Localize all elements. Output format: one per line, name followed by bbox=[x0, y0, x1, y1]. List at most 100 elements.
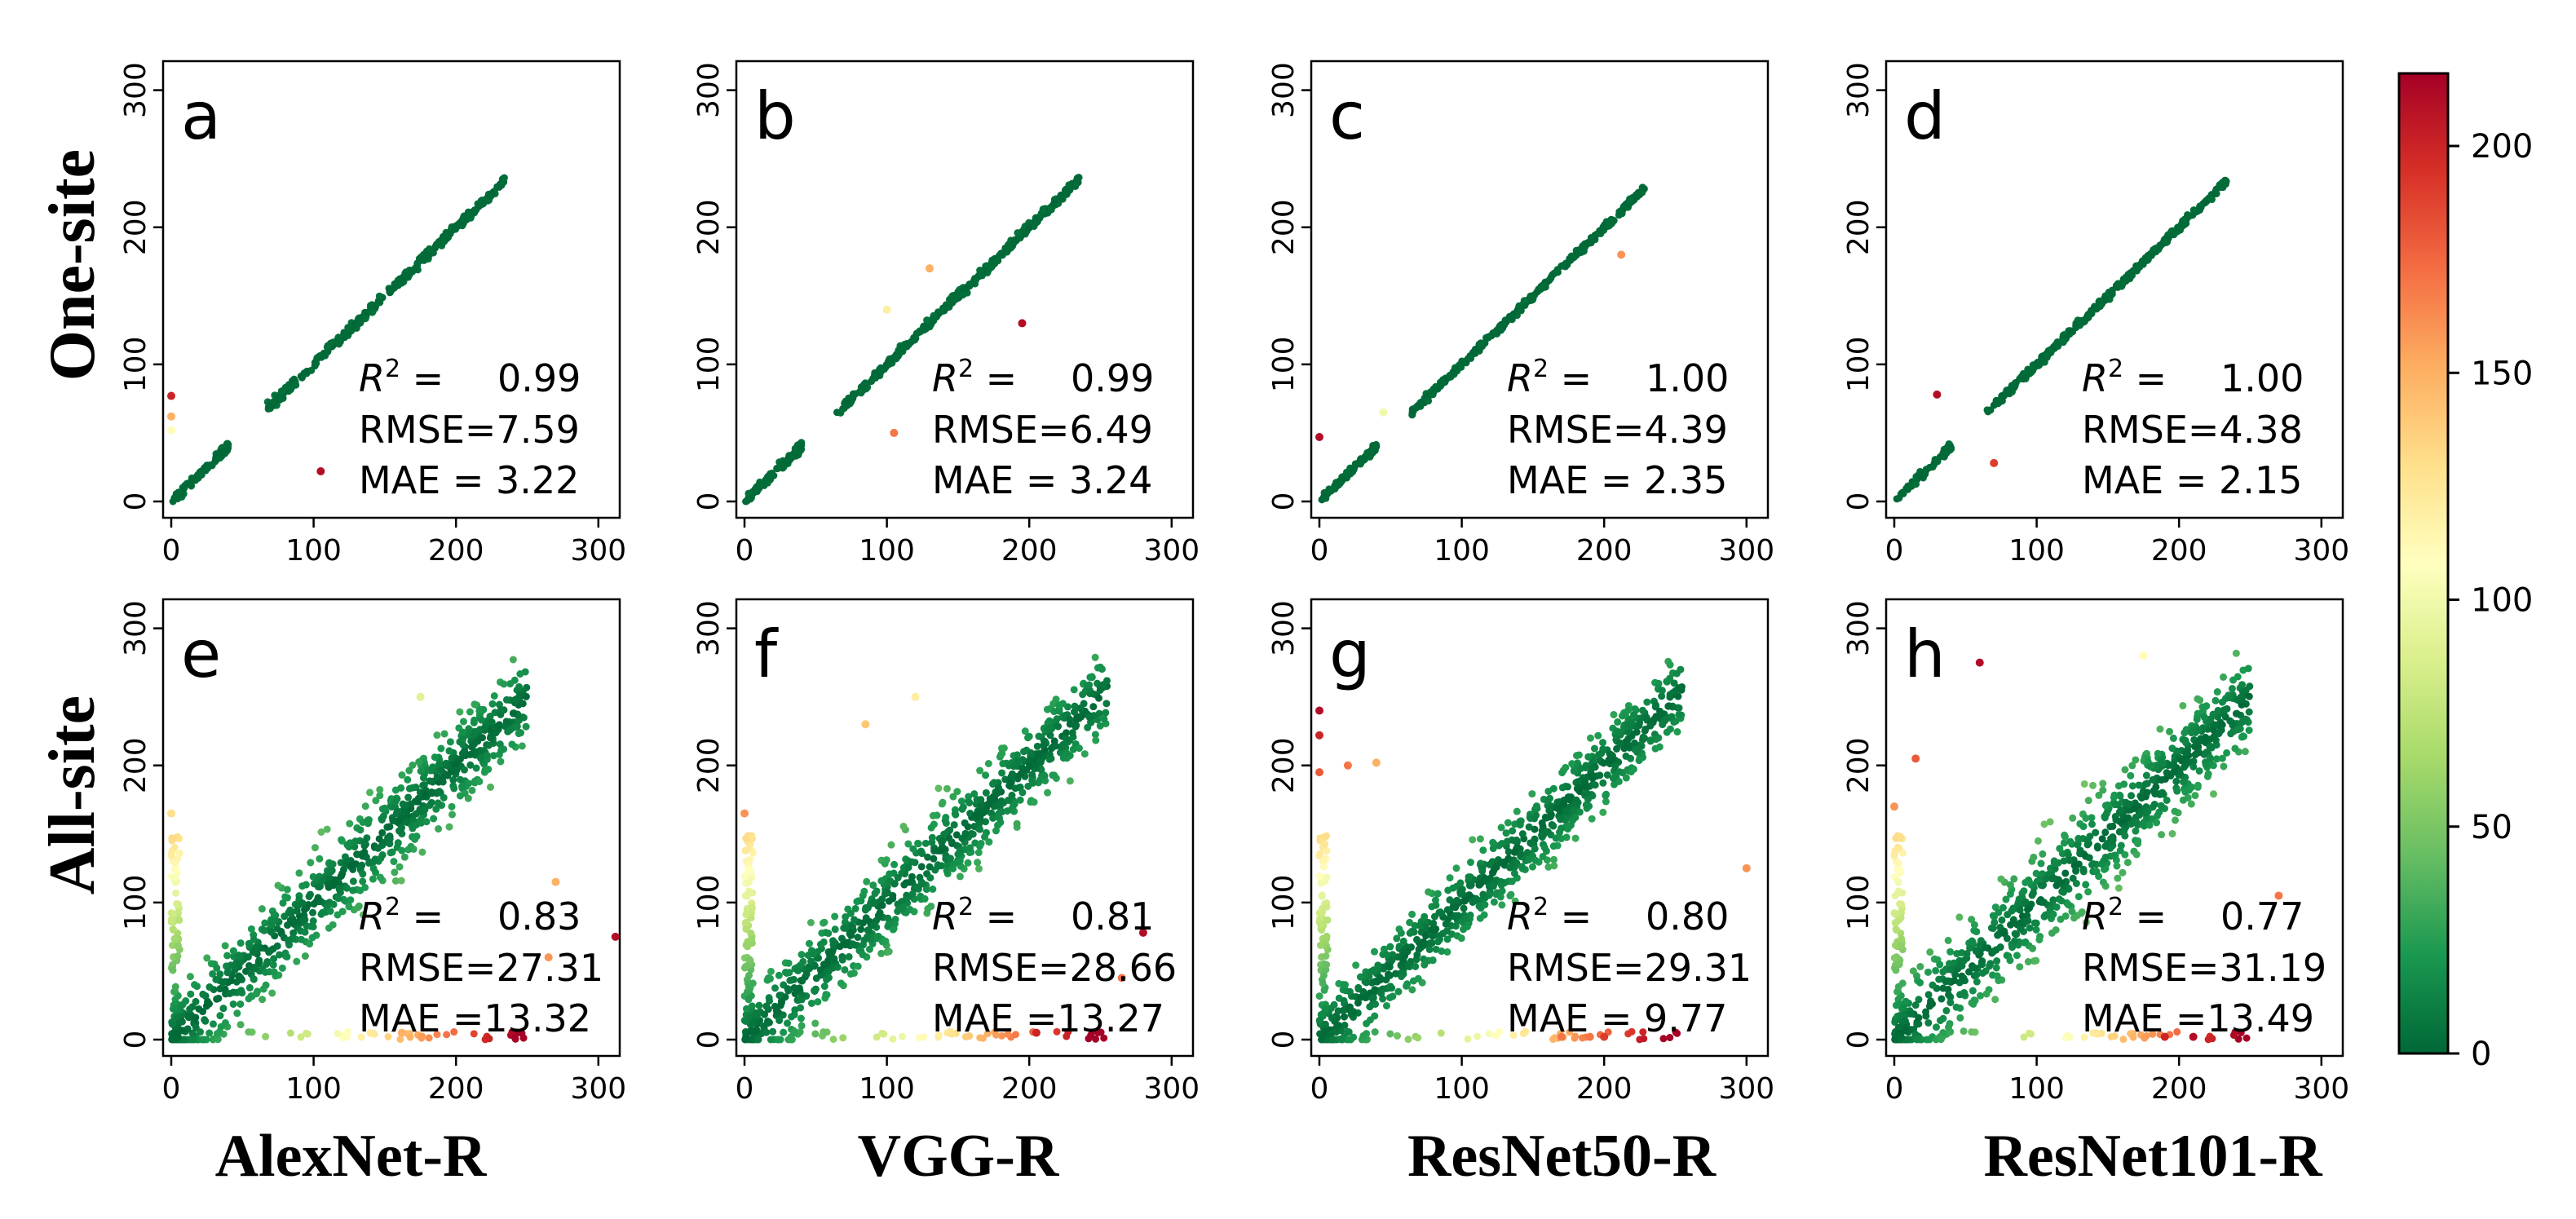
data-point bbox=[267, 920, 275, 928]
data-point bbox=[445, 747, 453, 755]
data-point bbox=[1559, 261, 1567, 269]
data-point bbox=[1453, 896, 1461, 904]
data-point bbox=[1898, 849, 1907, 857]
x-tick-label: 200 bbox=[1576, 1072, 1633, 1106]
data-point bbox=[890, 880, 899, 888]
data-point bbox=[2002, 895, 2010, 903]
data-point bbox=[1610, 710, 1618, 718]
data-point bbox=[2025, 1029, 2033, 1037]
data-point bbox=[355, 319, 363, 327]
data-point bbox=[807, 957, 815, 965]
data-point bbox=[459, 735, 467, 743]
data-point bbox=[2096, 302, 2104, 310]
data-point bbox=[245, 995, 253, 1003]
data-point bbox=[926, 874, 935, 882]
data-point bbox=[1388, 956, 1396, 964]
data-point bbox=[412, 821, 420, 829]
data-point bbox=[205, 1029, 214, 1037]
data-point bbox=[297, 935, 305, 943]
data-point bbox=[1559, 766, 1567, 775]
mae-label: MAE = 9.77 bbox=[1507, 996, 1727, 1040]
data-point bbox=[279, 899, 287, 907]
data-point bbox=[506, 726, 514, 734]
data-point bbox=[360, 838, 369, 846]
data-point bbox=[187, 990, 195, 998]
x-tick-label: 300 bbox=[570, 1072, 626, 1106]
y-tick-label: 200 bbox=[1842, 199, 1876, 255]
data-point bbox=[1040, 741, 1048, 749]
data-point bbox=[1531, 845, 1539, 853]
data-point bbox=[397, 877, 405, 885]
data-point bbox=[889, 894, 897, 903]
data-point bbox=[934, 862, 942, 870]
data-point bbox=[743, 497, 751, 505]
data-point bbox=[959, 803, 967, 811]
data-point bbox=[1469, 836, 1477, 844]
x-tick-label: 200 bbox=[2151, 534, 2207, 568]
data-point bbox=[1498, 840, 1506, 848]
data-point bbox=[1398, 961, 1406, 969]
data-point bbox=[1480, 911, 1488, 919]
data-point bbox=[186, 1005, 194, 1014]
data-point bbox=[431, 244, 440, 252]
data-point bbox=[1510, 837, 1518, 845]
data-point bbox=[1615, 739, 1624, 747]
data-point bbox=[358, 861, 366, 869]
x-tick-label: 100 bbox=[2008, 1072, 2065, 1106]
data-point bbox=[1489, 881, 1497, 889]
data-point bbox=[413, 797, 422, 806]
panel-letter: g bbox=[1329, 616, 1371, 692]
data-point bbox=[458, 749, 466, 757]
data-point bbox=[346, 819, 354, 828]
data-point bbox=[386, 835, 394, 843]
data-point bbox=[956, 857, 964, 865]
data-point bbox=[404, 812, 412, 820]
data-point bbox=[1460, 904, 1468, 912]
y-tick-label: 200 bbox=[1267, 737, 1301, 793]
data-point bbox=[361, 802, 369, 810]
data-point bbox=[311, 844, 319, 852]
data-point bbox=[984, 800, 992, 808]
data-point bbox=[2128, 792, 2136, 800]
y-tick-label: 100 bbox=[1267, 337, 1301, 393]
data-point bbox=[255, 956, 263, 965]
data-point bbox=[1059, 754, 1067, 762]
data-point bbox=[798, 1022, 806, 1030]
data-point bbox=[1414, 1034, 1422, 1042]
data-point bbox=[968, 280, 976, 288]
mae-label: MAE =13.27 bbox=[932, 996, 1164, 1040]
data-point bbox=[1543, 814, 1551, 822]
data-point bbox=[1497, 881, 1505, 889]
data-point bbox=[175, 493, 183, 501]
data-point bbox=[476, 754, 484, 762]
data-point bbox=[493, 183, 502, 191]
data-point bbox=[405, 766, 413, 775]
data-point bbox=[854, 933, 862, 941]
data-point bbox=[389, 816, 397, 824]
data-point bbox=[1464, 1035, 1472, 1043]
data-point bbox=[1911, 1001, 1920, 1009]
data-point bbox=[438, 766, 446, 775]
data-point bbox=[1552, 834, 1560, 842]
data-point bbox=[994, 257, 1002, 265]
data-point bbox=[171, 983, 179, 991]
data-point bbox=[1451, 922, 1460, 930]
data-point bbox=[433, 773, 441, 781]
data-point bbox=[338, 908, 347, 916]
data-point bbox=[1525, 856, 1533, 864]
rmse-label: RMSE=29.31 bbox=[1507, 946, 1752, 990]
data-point bbox=[2194, 205, 2203, 214]
data-point bbox=[1652, 701, 1660, 709]
data-point bbox=[823, 991, 831, 999]
data-point bbox=[820, 983, 828, 991]
data-point bbox=[966, 844, 974, 852]
data-point bbox=[790, 1010, 798, 1018]
data-point bbox=[435, 825, 443, 833]
data-point bbox=[1912, 480, 1920, 488]
data-point bbox=[1323, 846, 1331, 855]
data-point bbox=[1437, 1029, 1445, 1037]
mae-label: MAE = 2.35 bbox=[1507, 458, 1727, 502]
data-point bbox=[314, 894, 322, 902]
data-point bbox=[820, 938, 828, 946]
